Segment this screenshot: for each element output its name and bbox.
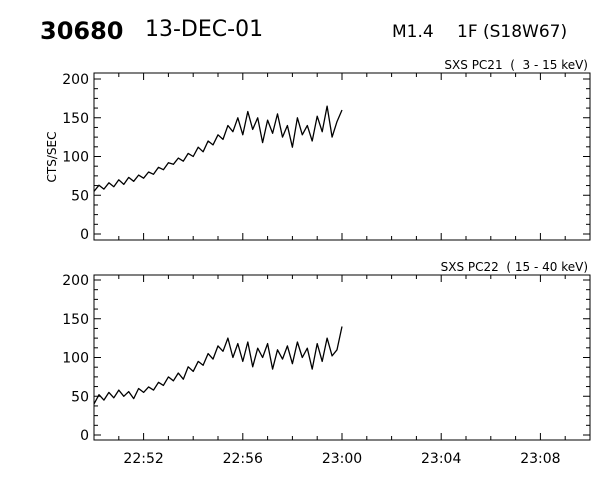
y-tick-label: 50 [71, 389, 89, 405]
panel-title-pc21: SXS PC21 ( 3 - 15 keV) [444, 58, 588, 72]
y-tick-label: 150 [62, 111, 89, 127]
y-tick-label: 100 [62, 150, 89, 166]
event-date: 13-DEC-01 [145, 17, 264, 42]
panel-title-pc22: SXS PC22 ( 15 - 40 keV) [440, 260, 588, 274]
y-tick-label: 100 [62, 351, 89, 367]
event-id: 30680 [40, 17, 124, 45]
x-tick-label: 23:00 [322, 451, 362, 467]
plot-frame [93, 72, 591, 241]
x-tick-label: 22:56 [223, 451, 263, 467]
goes-class: M1.4 [392, 22, 434, 42]
x-tick-label: 23:04 [421, 451, 461, 467]
y-tick-label: 200 [62, 72, 89, 88]
series-line-pc22 [93, 326, 343, 405]
y-tick-label: 0 [80, 227, 89, 243]
y-tick-label: 200 [62, 273, 89, 289]
plot-frame [93, 274, 591, 441]
x-tick-label: 23:08 [520, 451, 560, 467]
flare-location: 1F (S18W67) [457, 22, 568, 42]
x-tick-label: 22:52 [123, 451, 163, 467]
y-tick-label: 50 [71, 188, 89, 204]
series-line-pc21 [93, 105, 343, 192]
y-tick-label: 0 [80, 428, 89, 444]
y-tick-label: 150 [62, 312, 89, 328]
